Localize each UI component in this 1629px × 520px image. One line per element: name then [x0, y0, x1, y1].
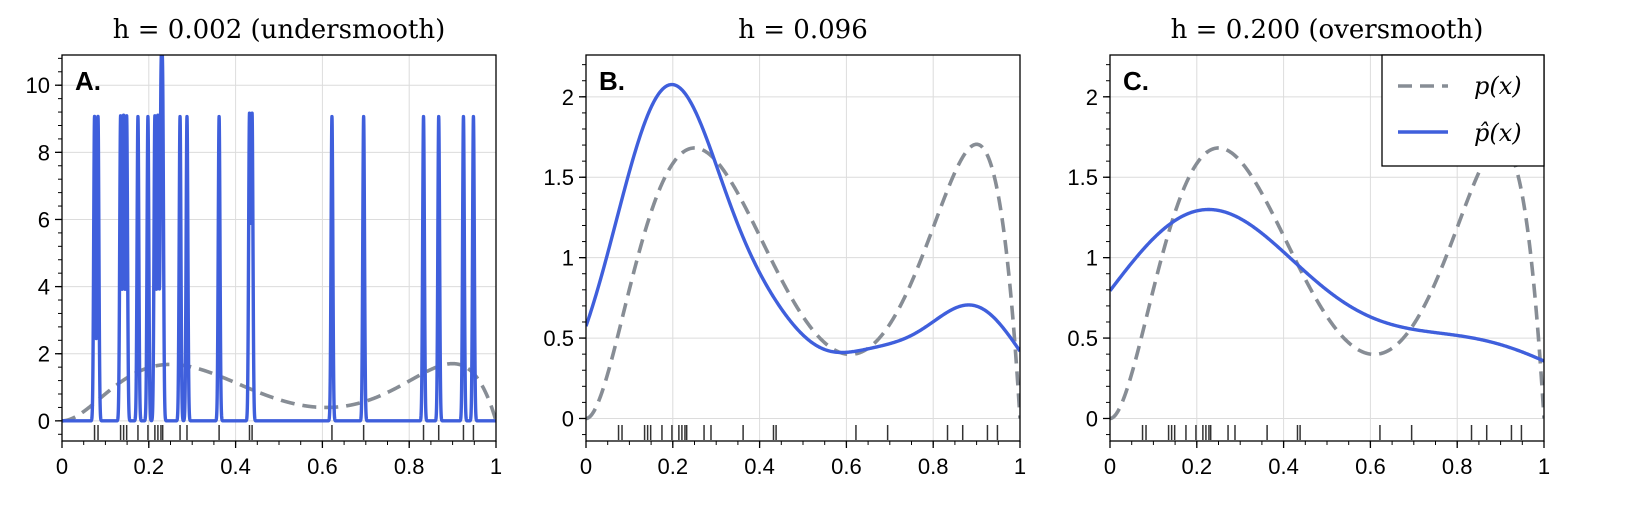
panel-label: C.	[1123, 66, 1149, 96]
kde-estimate-line	[1110, 207, 1544, 363]
panel-title: h = 0.096	[738, 15, 868, 45]
panel-c: 0 0.2 0.4 0.6 0.8 1 0 0.5 1 1.5 2 h = 0.200 (oversm…	[1067, 15, 1550, 479]
y-tick-label: 1	[562, 246, 574, 271]
plot-area	[62, 55, 496, 423]
y-tick-label: 10	[26, 73, 50, 98]
x-tick-label: 0.8	[1442, 454, 1473, 479]
y-tick-label: 6	[38, 207, 50, 232]
x-tick-label: 0.6	[831, 454, 862, 479]
plot-area	[586, 82, 1020, 421]
panel-b: 0 0.2 0.4 0.6 0.8 1 0 0.5 1 1.5 2 h = 0.096 B.	[543, 15, 1026, 479]
x-tick-label: 0.8	[394, 454, 425, 479]
y-tick-label: 1.5	[1067, 165, 1098, 190]
kde-estimate-line	[62, 55, 496, 423]
y-tick-label: 0	[38, 409, 50, 434]
panel-title: h = 0.002 (undersmooth)	[113, 15, 446, 45]
x-tick-label: 0.4	[1268, 454, 1299, 479]
y-tick-label: 1	[1086, 246, 1098, 271]
y-tick-label: 0	[1086, 406, 1098, 431]
x-tick-label: 0.2	[658, 454, 689, 479]
true-density-line	[1110, 142, 1544, 421]
y-tick-label: 2	[1086, 85, 1098, 110]
x-tick-label: 0.4	[220, 454, 251, 479]
y-tick-label: 2	[38, 342, 50, 367]
x-tick-label: 0.2	[1182, 454, 1213, 479]
true-density-line	[586, 142, 1020, 421]
x-tick-label: 0.8	[918, 454, 949, 479]
x-tick-label: 0.6	[307, 454, 338, 479]
panel-label: A.	[75, 66, 101, 96]
legend-true-label: p(x)	[1474, 72, 1522, 100]
x-tick-label: 0.2	[134, 454, 165, 479]
x-tick-label: 1	[1014, 454, 1026, 479]
panel-title: h = 0.200 (oversmooth)	[1171, 15, 1484, 45]
x-tick-label: 0.4	[744, 454, 775, 479]
panel-label: B.	[599, 66, 625, 96]
y-tick-label: 0.5	[543, 326, 574, 351]
x-tick-label: 1	[1538, 454, 1550, 479]
plot-area	[1110, 142, 1544, 421]
y-tick-label: 4	[38, 275, 50, 300]
legend-estimate-label: p̂(x)	[1474, 119, 1522, 147]
x-tick-label: 0	[56, 454, 68, 479]
y-tick-label: 0.5	[1067, 326, 1098, 351]
legend: p(x) p̂(x)	[1381, 54, 1545, 167]
x-tick-label: 0	[580, 454, 592, 479]
x-tick-label: 0.6	[1355, 454, 1386, 479]
x-tick-label: 0	[1104, 454, 1116, 479]
y-tick-label: 1.5	[543, 165, 574, 190]
kde-estimate-line	[586, 82, 1020, 355]
x-tick-label: 1	[490, 454, 502, 479]
plot-frame	[585, 54, 1021, 442]
legend-box	[1381, 54, 1545, 167]
y-tick-label: 8	[38, 140, 50, 165]
y-tick-label: 2	[562, 85, 574, 110]
y-tick-label: 0	[562, 406, 574, 431]
